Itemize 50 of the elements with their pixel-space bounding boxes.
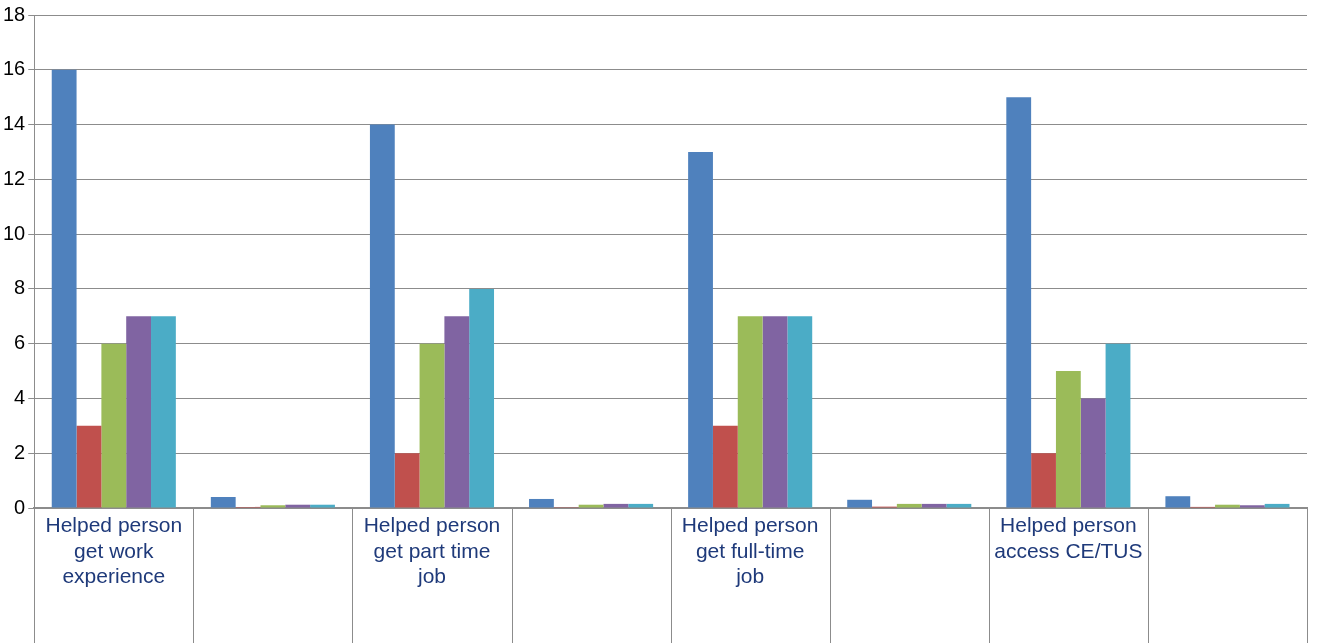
bar bbox=[469, 288, 495, 508]
x-tick-label: Helped person get part time job bbox=[363, 513, 501, 587]
bar bbox=[1239, 505, 1265, 508]
x-tick-label: Helped person access CE/TUS bbox=[994, 513, 1143, 562]
y-tick-label: 14 bbox=[3, 112, 26, 135]
bar bbox=[603, 503, 629, 508]
bar bbox=[529, 498, 554, 508]
bar bbox=[76, 425, 102, 508]
bar bbox=[1055, 371, 1081, 508]
y-tick-label: 16 bbox=[3, 57, 26, 80]
bar bbox=[210, 497, 236, 508]
bar bbox=[1105, 343, 1131, 508]
bar bbox=[394, 453, 420, 508]
bar bbox=[444, 316, 470, 508]
bar bbox=[1215, 504, 1240, 508]
bar bbox=[151, 316, 176, 508]
y-tick-label: 4 bbox=[14, 385, 26, 408]
bar bbox=[1031, 453, 1056, 508]
bar bbox=[1006, 97, 1032, 508]
bar bbox=[1264, 503, 1290, 508]
bar bbox=[369, 124, 395, 508]
bar bbox=[51, 69, 77, 508]
bar bbox=[737, 316, 763, 508]
y-tick-label: 6 bbox=[14, 331, 26, 354]
bar bbox=[787, 316, 813, 508]
y-tick-label: 10 bbox=[3, 221, 26, 244]
bar bbox=[628, 503, 654, 508]
bar bbox=[101, 343, 127, 508]
y-tick-label: 0 bbox=[14, 495, 26, 518]
bar bbox=[688, 151, 713, 508]
bar bbox=[1080, 398, 1106, 508]
bar bbox=[578, 504, 604, 508]
bar bbox=[285, 504, 311, 508]
bar bbox=[1165, 496, 1191, 508]
y-tick-label: 18 bbox=[3, 2, 26, 25]
bar bbox=[762, 316, 788, 508]
x-tick-label: Helped person get full-time job bbox=[681, 513, 819, 587]
y-tick-label: 2 bbox=[14, 440, 26, 463]
bar bbox=[126, 316, 152, 508]
x-tick-label: Helped person get work experience bbox=[45, 513, 183, 587]
y-tick-label: 12 bbox=[3, 166, 26, 189]
bar bbox=[260, 505, 286, 508]
bar bbox=[946, 503, 972, 508]
bar bbox=[847, 499, 873, 508]
bar bbox=[419, 343, 445, 508]
bar bbox=[896, 503, 922, 508]
bar bbox=[921, 503, 947, 508]
bar bbox=[712, 425, 738, 508]
bar bbox=[310, 504, 335, 508]
y-tick-label: 8 bbox=[14, 276, 26, 299]
